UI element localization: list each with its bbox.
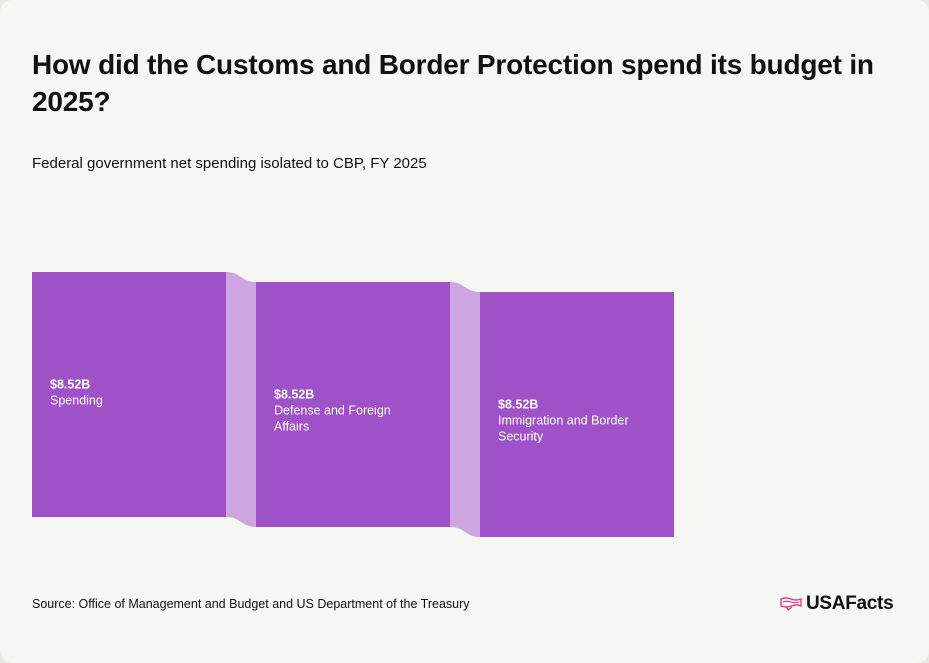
source-note: Source: Office of Management and Budget … [32, 597, 470, 611]
node-value-label-immigration: $8.52B [498, 398, 538, 412]
node-name-label-defense: Defense and Foreign [274, 404, 391, 418]
chart-subtitle: Federal government net spending isolated… [32, 155, 427, 172]
node-value-label-defense: $8.52B [274, 388, 314, 402]
sankey-node-spending [32, 272, 226, 517]
brand-name: USAFacts [806, 593, 894, 614]
usafacts-logo[interactable]: USAFacts [780, 593, 894, 615]
sankey-link-1 [226, 272, 256, 527]
chart-title: How did the Customs and Border Protectio… [32, 49, 874, 117]
us-map-flag-icon [780, 597, 802, 611]
node-name-label-spending: Spending [50, 394, 103, 408]
node-name-label-immigration: Immigration and Border [498, 414, 629, 428]
node-name-label-immigration: Security [498, 430, 544, 444]
node-name-label-defense: Affairs [274, 420, 309, 434]
sankey-node-immigration [480, 292, 674, 537]
sankey-link-2 [450, 282, 480, 537]
node-value-label-spending: $8.52B [50, 378, 90, 392]
sankey-node-defense [256, 282, 450, 527]
